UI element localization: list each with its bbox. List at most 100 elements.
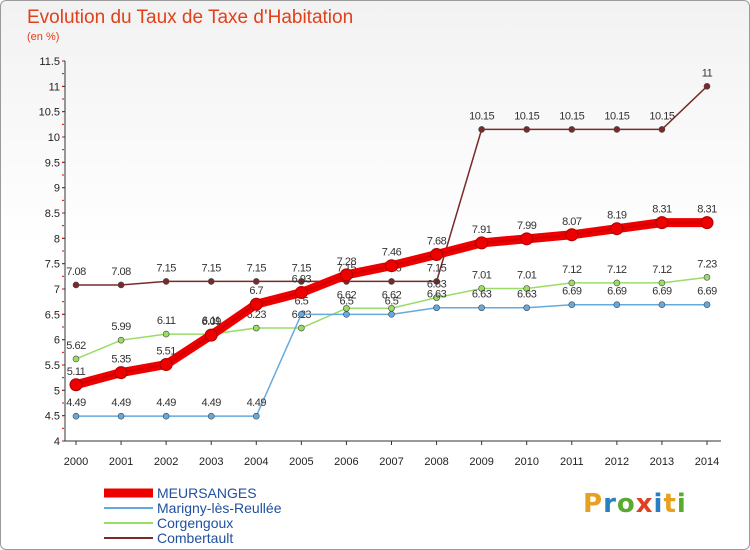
data-point-corgengoux xyxy=(162,330,170,338)
data-label-combertault: 7.15 xyxy=(427,262,447,274)
data-point-corgengoux xyxy=(433,294,440,301)
data-point-corgengoux xyxy=(478,285,485,292)
data-point-meursanges xyxy=(610,222,624,236)
legend-label: Marigny-lès-Reullée xyxy=(157,500,282,516)
data-label-corgengoux: 7.01 xyxy=(472,269,492,281)
data-label-corgengoux: 6.83 xyxy=(427,279,447,291)
data-point-meursanges xyxy=(69,378,83,392)
data-label-combertault: 7.15 xyxy=(247,262,267,274)
data-label-combertault: 10.15 xyxy=(649,110,674,122)
data-label-marigny-les-reullee: 6.69 xyxy=(607,286,627,298)
data-point-meursanges xyxy=(475,236,489,250)
x-tick-label: 2013 xyxy=(650,456,674,468)
data-point-meursanges xyxy=(114,366,128,380)
data-point-combertault xyxy=(252,278,260,285)
x-tick-label: 2008 xyxy=(424,456,448,468)
data-point-marigny-les-reullee xyxy=(478,304,485,312)
data-point-marigny-les-reullee xyxy=(613,301,621,309)
data-label-combertault: 11 xyxy=(702,67,713,79)
x-tick-label: 2003 xyxy=(199,456,223,468)
data-label-combertault: 10.15 xyxy=(514,110,539,122)
data-point-meursanges xyxy=(430,248,444,262)
data-point-meursanges xyxy=(159,357,173,371)
y-tick-label: 4.5 xyxy=(45,411,60,423)
data-label-corgengoux: 5.99 xyxy=(111,321,131,333)
data-point-marigny-les-reullee xyxy=(207,412,215,420)
data-label-combertault: 7.15 xyxy=(202,262,222,274)
data-point-meursanges xyxy=(655,216,669,230)
data-label-combertault: 7.15 xyxy=(156,262,176,274)
data-label-meursanges: 7.99 xyxy=(517,220,537,232)
x-tick-label: 2012 xyxy=(605,456,629,468)
data-point-combertault xyxy=(117,281,125,289)
data-label-marigny-les-reullee: 6.5 xyxy=(294,295,308,307)
logo-letter: i xyxy=(676,489,687,519)
data-point-marigny-les-reullee xyxy=(117,412,125,420)
data-label-corgengoux: 6.62 xyxy=(382,289,402,301)
data-label-combertault: 10.15 xyxy=(559,110,584,122)
data-point-marigny-les-reullee xyxy=(162,412,170,420)
data-label-marigny-les-reullee: 6.63 xyxy=(472,289,492,301)
data-point-marigny-les-reullee xyxy=(252,412,260,420)
data-point-marigny-les-reullee xyxy=(343,311,350,318)
data-point-meursanges xyxy=(339,268,353,282)
data-point-combertault xyxy=(478,126,485,133)
data-point-marigny-les-reullee xyxy=(388,311,395,318)
data-point-meursanges xyxy=(385,259,398,273)
data-label-meursanges: 7.91 xyxy=(472,224,492,236)
data-point-meursanges xyxy=(700,216,714,230)
data-label-corgengoux: 7.12 xyxy=(652,264,672,276)
data-point-combertault xyxy=(433,278,440,285)
y-tick-label: 11.5 xyxy=(39,56,60,68)
x-tick-label: 2014 xyxy=(695,456,719,468)
data-label-marigny-les-reullee: 4.49 xyxy=(111,397,131,409)
data-point-combertault xyxy=(72,281,80,289)
data-label-marigny-les-reullee: 4.49 xyxy=(66,397,86,409)
data-label-meursanges: 5.11 xyxy=(67,366,86,378)
data-point-combertault xyxy=(207,278,215,285)
data-point-corgengoux xyxy=(298,324,305,332)
data-label-meursanges: 6.93 xyxy=(292,274,312,286)
data-label-meursanges: 5.51 xyxy=(156,345,176,357)
data-label-marigny-les-reullee: 4.49 xyxy=(202,397,222,409)
data-label-combertault: 7.15 xyxy=(292,262,312,274)
chart-unit: (en %) xyxy=(27,31,60,43)
data-point-combertault xyxy=(568,126,576,133)
data-point-corgengoux xyxy=(252,324,260,332)
x-tick-label: 2000 xyxy=(64,456,88,468)
data-label-meursanges: 7.68 xyxy=(427,236,447,248)
data-label-meursanges: 7.46 xyxy=(382,247,402,259)
y-tick-label: 10 xyxy=(48,132,60,144)
data-label-marigny-les-reullee: 6.5 xyxy=(340,295,354,307)
data-label-corgengoux: 6.11 xyxy=(202,315,221,327)
y-tick-label: 8 xyxy=(54,233,60,245)
data-point-meursanges xyxy=(294,286,308,300)
data-label-combertault: 10.15 xyxy=(604,110,629,122)
logo-letter: x xyxy=(635,489,654,519)
data-point-marigny-les-reullee xyxy=(298,311,305,318)
data-point-corgengoux xyxy=(658,279,666,287)
data-label-marigny-les-reullee: 6.5 xyxy=(385,295,399,307)
logo-letter: P xyxy=(583,489,604,519)
logo-letter: t xyxy=(663,489,677,519)
data-label-corgengoux: 7.01 xyxy=(517,269,537,281)
data-point-marigny-les-reullee xyxy=(433,304,440,312)
data-label-marigny-les-reullee: 6.69 xyxy=(562,286,582,298)
data-point-meursanges xyxy=(249,297,263,311)
data-point-combertault xyxy=(388,278,395,285)
x-tick-label: 2010 xyxy=(514,456,538,468)
data-point-meursanges xyxy=(520,232,534,246)
data-label-meursanges: 5.35 xyxy=(111,354,131,366)
data-label-combertault: 7.08 xyxy=(66,266,86,278)
data-point-corgengoux xyxy=(523,285,531,292)
data-label-marigny-les-reullee: 4.49 xyxy=(247,397,267,409)
data-point-meursanges xyxy=(565,228,579,242)
x-tick-label: 2007 xyxy=(379,456,403,468)
legend-label: Corgengoux xyxy=(157,515,233,531)
data-label-meursanges: 6.7 xyxy=(249,285,263,297)
data-label-corgengoux: 7.23 xyxy=(697,258,717,270)
data-point-combertault xyxy=(703,83,711,90)
data-point-marigny-les-reullee xyxy=(523,304,531,312)
